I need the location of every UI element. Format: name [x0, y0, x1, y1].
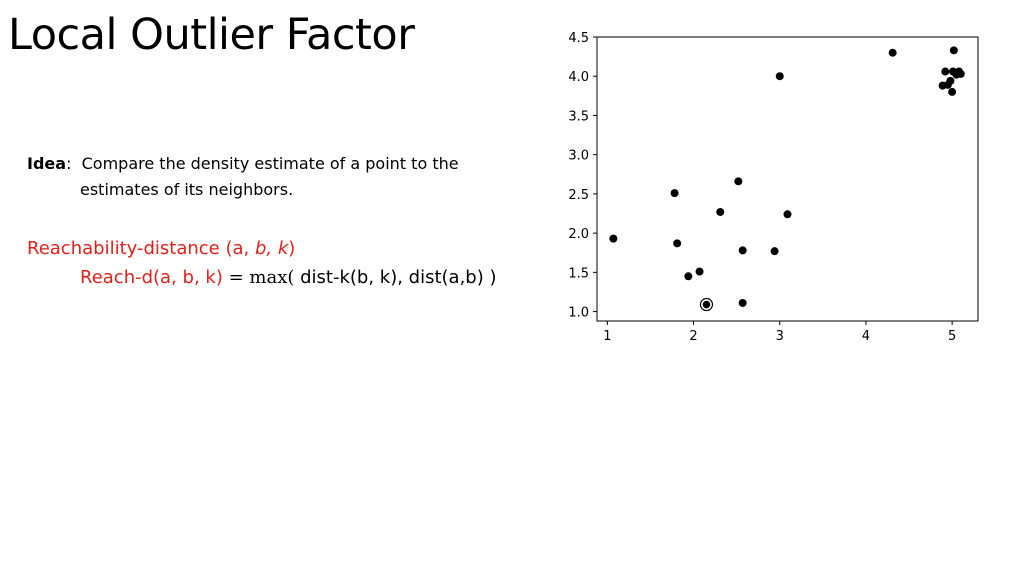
- reach-formula: Reach-d(a, b, k) = max( dist-k(b, k), di…: [27, 263, 547, 292]
- y-tick-label: 2.5: [568, 188, 589, 203]
- reachability-definition: Reachability-distance (a, b, k) Reach-d(…: [27, 234, 547, 292]
- data-point: [738, 298, 747, 307]
- data-point: [609, 234, 618, 243]
- data-point: [775, 72, 784, 81]
- idea-separator: :: [66, 154, 72, 173]
- y-tick-label: 3.0: [568, 149, 589, 164]
- data-point: [888, 48, 897, 57]
- highlighted-point-ring: [699, 297, 714, 312]
- data-point: [948, 87, 957, 96]
- x-tick-label: 2: [689, 329, 697, 344]
- idea-text-2: estimates of its neighbors.: [80, 180, 294, 199]
- idea-line-1: Idea: Compare the density estimate of a …: [27, 151, 527, 177]
- data-point: [783, 210, 792, 219]
- axes-layer: 1 2 3 4 5 1.0 1.5 2.0 2.5 3.0 3.5 4.0 4.5: [568, 31, 979, 344]
- slide-title: Local Outlier Factor: [8, 10, 415, 60]
- data-point: [956, 69, 965, 78]
- y-tick-label: 4.5: [568, 31, 589, 46]
- highlighted-point: [702, 300, 711, 309]
- data-point: [941, 67, 950, 76]
- data-point: [670, 189, 679, 198]
- y-tick-label: 3.5: [568, 109, 589, 124]
- idea-text-1: Compare the density estimate of a point …: [81, 154, 459, 173]
- plot-frame: [596, 36, 979, 322]
- points-layer: [609, 46, 965, 312]
- y-tick-label: 2.0: [568, 227, 589, 242]
- max-function: max(: [249, 267, 295, 288]
- x-tick-label: 3: [776, 329, 784, 344]
- data-point: [734, 177, 743, 186]
- x-tick-label: 5: [948, 329, 956, 344]
- reach-heading: Reachability-distance (a, b, k): [27, 234, 547, 263]
- reach-prefix: Reachability-distance (a,: [27, 238, 255, 259]
- data-point: [716, 207, 725, 216]
- data-point: [949, 46, 958, 55]
- y-tick-label: 1.0: [568, 306, 589, 321]
- data-point: [946, 76, 955, 85]
- data-point: [695, 267, 704, 276]
- equals-sign: =: [228, 267, 244, 288]
- reach-params: b, k: [254, 238, 289, 259]
- reach-args: dist-k(b, k), dist(a,b) ): [294, 267, 497, 288]
- data-point: [770, 247, 779, 256]
- x-tick-label: 1: [603, 329, 611, 344]
- idea-label: Idea: [27, 154, 67, 173]
- data-point: [738, 246, 747, 255]
- idea-paragraph: Idea: Compare the density estimate of a …: [27, 151, 527, 203]
- y-tick-label: 4.0: [568, 70, 589, 85]
- reach-suffix: ): [288, 238, 296, 259]
- y-tick-label: 1.5: [568, 266, 589, 281]
- x-tick-label: 4: [862, 329, 870, 344]
- reach-d-label: Reach-d(a, b, k): [80, 267, 223, 288]
- data-point: [673, 239, 682, 248]
- data-point: [684, 272, 693, 281]
